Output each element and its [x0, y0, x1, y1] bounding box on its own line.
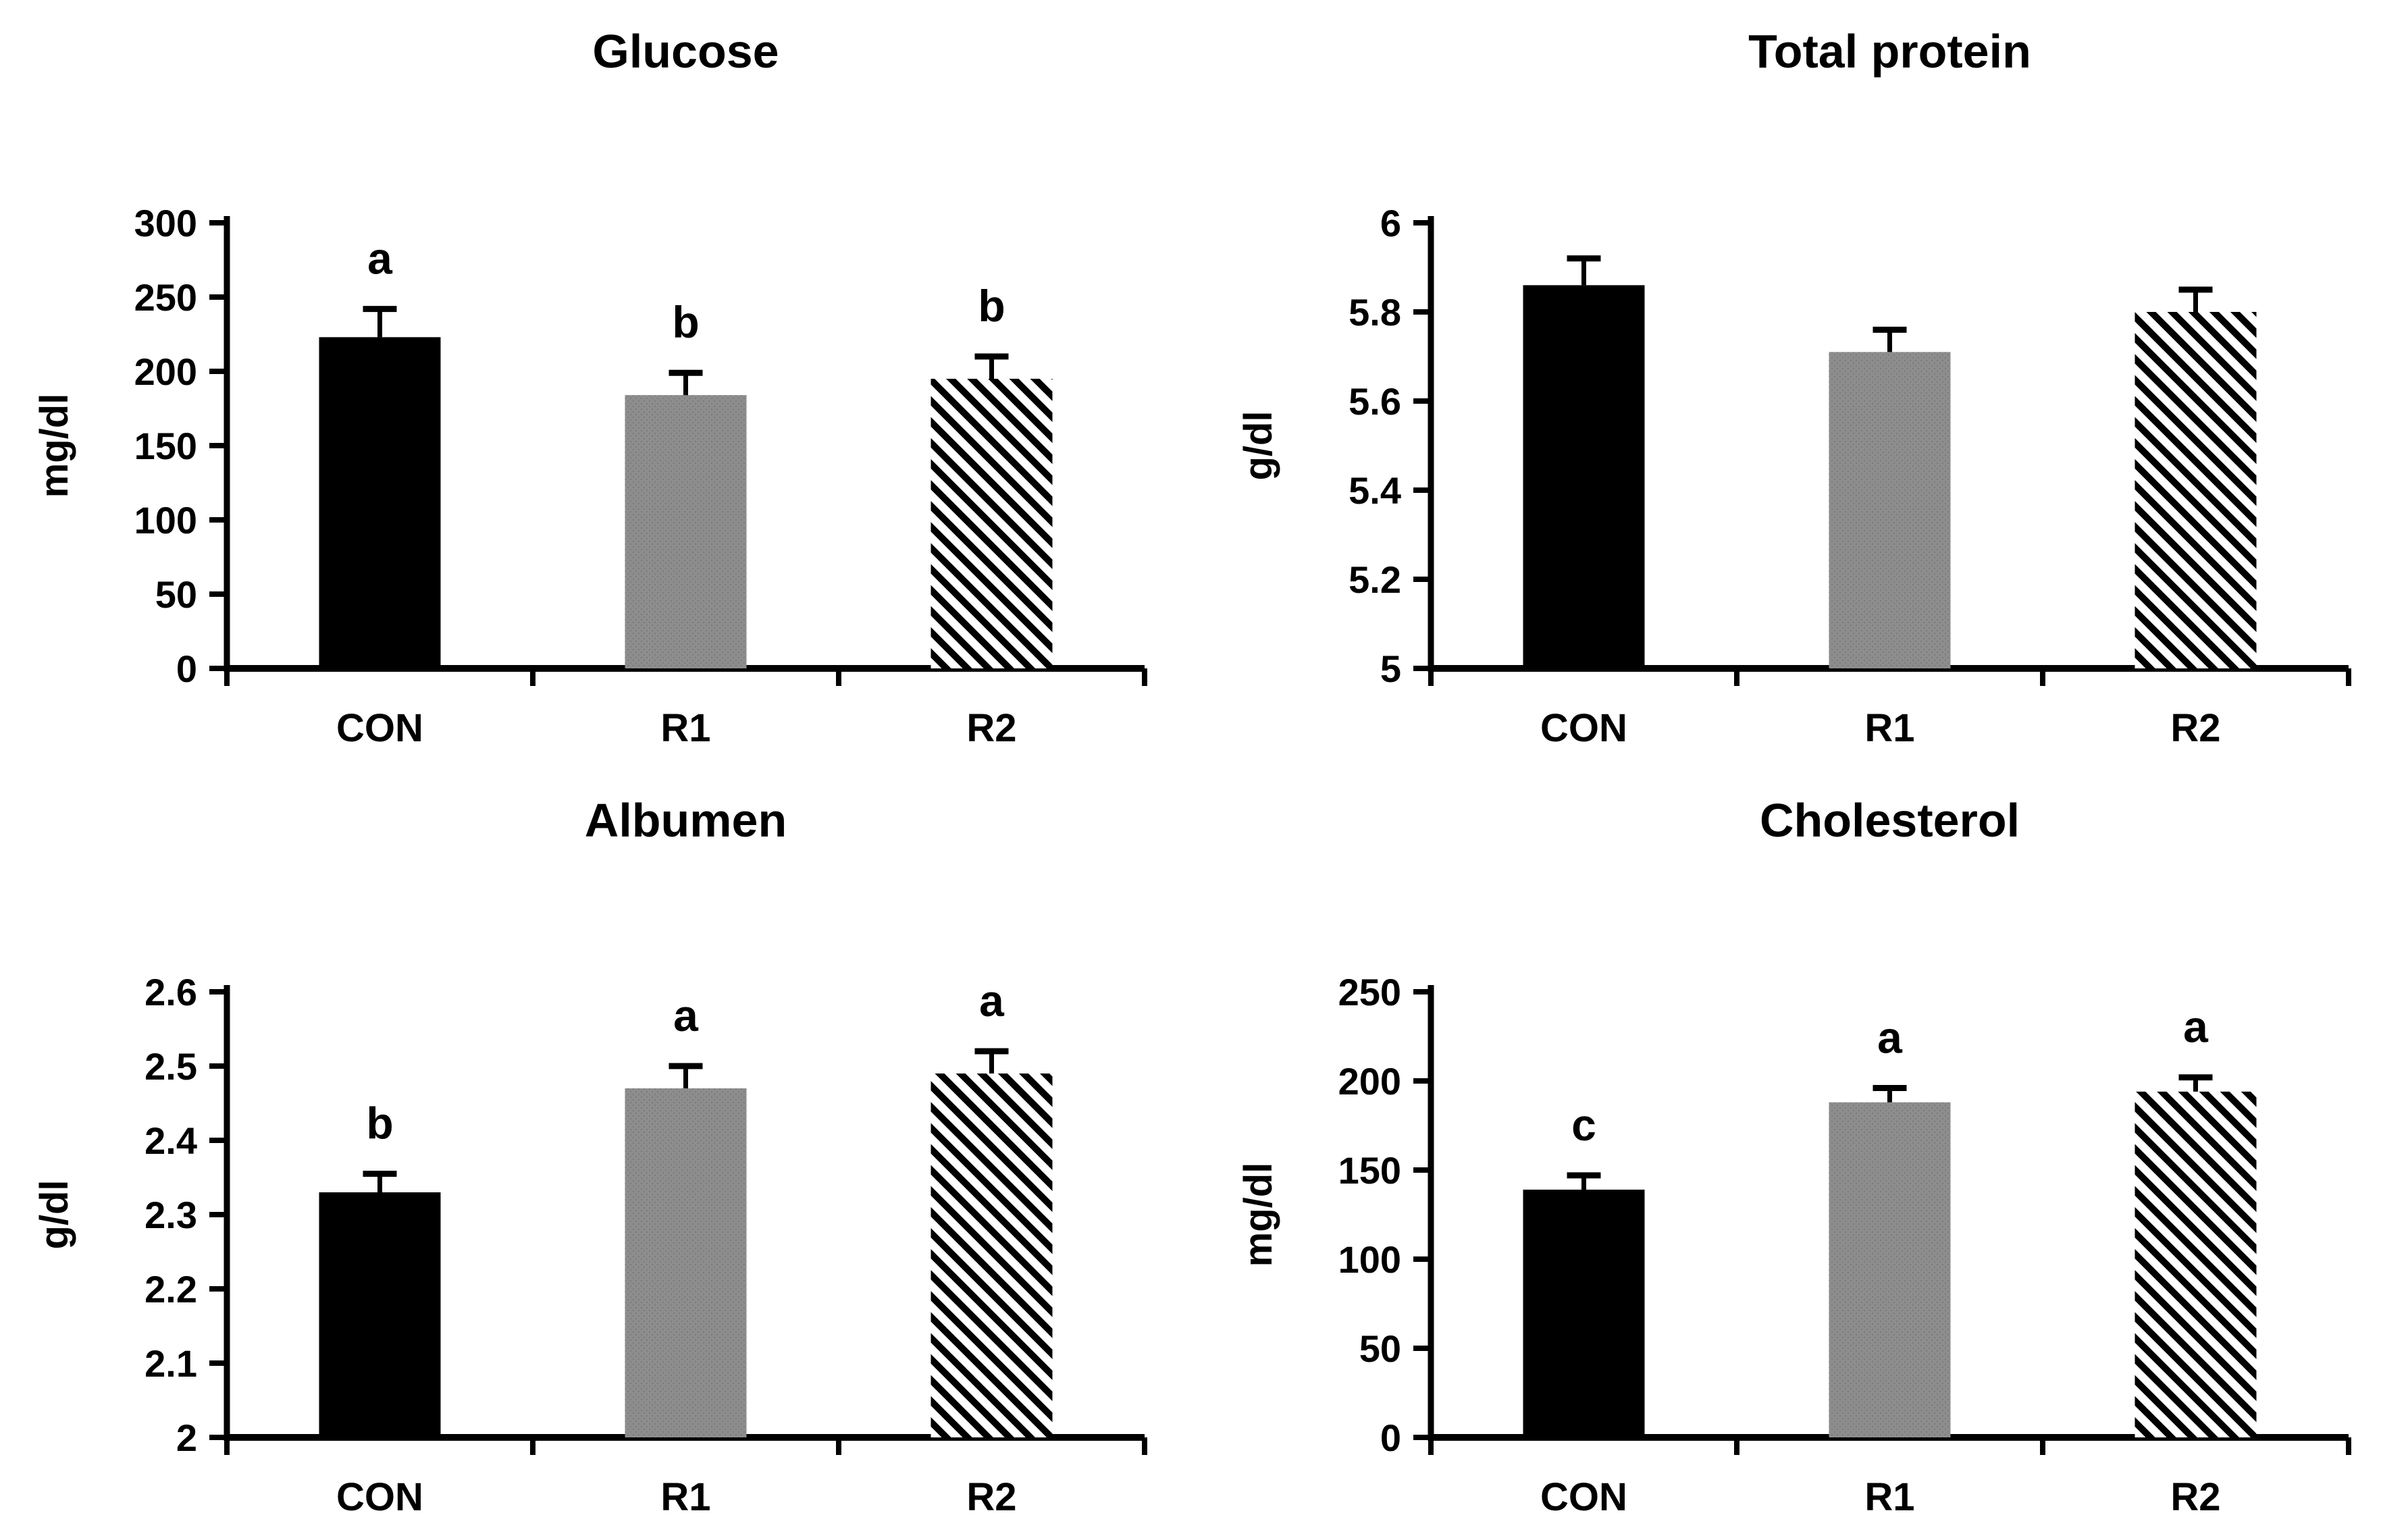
y-tick-label: 2.5	[145, 1045, 197, 1088]
significance-letter: a	[673, 990, 699, 1040]
y-tick-label: 100	[1338, 1238, 1401, 1281]
y-tick-label: 5	[1380, 647, 1401, 690]
y-tick-label: 5.6	[1349, 380, 1401, 423]
bar-con	[1523, 285, 1645, 668]
chart-title: Total protein	[1748, 25, 2031, 78]
y-tick-label: 0	[176, 647, 197, 690]
y-tick-label: 5.2	[1349, 558, 1401, 601]
x-category-label: R2	[966, 1475, 1016, 1519]
bar-con	[1523, 1190, 1645, 1437]
glucose-bar-chart: Glucose mg/dl 0 50 100 150 200 250 300 a CON b R1 b R2	[32, 25, 1147, 750]
bar-con	[319, 1192, 441, 1437]
chart-cholesterol: Cholesterol mg/dl 0 50 100 150 200 250 c CON a R1 a R…	[1204, 769, 2408, 1538]
y-tick-label: 2.2	[145, 1268, 197, 1310]
y-tick-label: 50	[155, 573, 197, 616]
bar-r1	[1829, 1102, 1951, 1437]
x-category-label: CON	[1540, 1475, 1627, 1519]
x-category-label: R1	[660, 1475, 710, 1519]
significance-letter: a	[979, 976, 1005, 1026]
y-tick-label: 5.8	[1349, 291, 1401, 334]
y-tick-label: 150	[1338, 1149, 1401, 1192]
significance-letter: b	[366, 1098, 393, 1148]
y-tick-label: 200	[1338, 1060, 1401, 1103]
y-tick-label: 250	[134, 276, 197, 319]
y-axis-label: mg/dl	[32, 394, 76, 498]
y-tick-label: 2.6	[145, 971, 197, 1013]
bar-r2	[2135, 1091, 2257, 1437]
x-category-label: R2	[2170, 1475, 2220, 1519]
y-tick-label: 0	[1380, 1416, 1401, 1459]
significance-letter: b	[978, 281, 1005, 331]
y-tick-label: 2	[176, 1416, 197, 1459]
significance-letter: a	[1877, 1013, 1903, 1063]
x-category-label: R2	[966, 706, 1016, 750]
significance-letter: b	[672, 297, 699, 347]
chart-title: Albumen	[585, 794, 787, 847]
x-category-label: R2	[2170, 706, 2220, 750]
bar-r2	[2135, 312, 2257, 668]
bar-con	[319, 337, 441, 668]
bar-r1	[625, 1088, 747, 1437]
chart-title: Cholesterol	[1760, 794, 2020, 847]
y-tick-label: 2.3	[145, 1194, 197, 1236]
significance-letter: a	[367, 234, 393, 284]
chart-title: Glucose	[592, 25, 779, 78]
bar-r1	[1829, 352, 1951, 668]
chart-total-protein: Total protein g/dl 5 5.2 5.4 5.6 5.8 6 CON R1 R2	[1204, 0, 2408, 769]
bar-r1	[625, 395, 747, 668]
y-tick-label: 300	[134, 202, 197, 244]
albumen-bar-chart: Albumen g/dl 2 2.1 2.2 2.3 2.4 2.5 2.6 b CON a R1 a R2	[32, 794, 1147, 1519]
y-tick-label: 5.4	[1349, 469, 1401, 512]
y-tick-label: 6	[1380, 202, 1401, 244]
y-tick-label: 50	[1359, 1327, 1401, 1370]
y-tick-label: 2.1	[145, 1342, 197, 1385]
x-category-label: R1	[1864, 1475, 1914, 1519]
chart-albumen: Albumen g/dl 2 2.1 2.2 2.3 2.4 2.5 2.6 b CON a R1 a R2	[0, 769, 1204, 1538]
x-category-label: R1	[660, 706, 710, 750]
y-tick-label: 2.4	[145, 1119, 197, 1162]
y-axis-label: mg/dl	[1236, 1163, 1280, 1267]
chart-glucose: Glucose mg/dl 0 50 100 150 200 250 300 a CON b R1 b R2	[0, 0, 1204, 769]
bar-r2	[931, 379, 1053, 668]
significance-letter: a	[2183, 1002, 2209, 1052]
y-tick-label: 200	[134, 350, 197, 393]
y-tick-label: 100	[134, 499, 197, 541]
x-category-label: CON	[336, 706, 423, 750]
y-axis-label: g/dl	[32, 1179, 76, 1249]
y-axis-label: g/dl	[1236, 410, 1280, 480]
x-category-label: R1	[1864, 706, 1914, 750]
x-category-label: CON	[1540, 706, 1627, 750]
significance-letter: c	[1571, 1100, 1596, 1150]
y-tick-label: 250	[1338, 971, 1401, 1013]
cholesterol-bar-chart: Cholesterol mg/dl 0 50 100 150 200 250 c CON a R1 a R…	[1236, 794, 2351, 1519]
total-protein-bar-chart: Total protein g/dl 5 5.2 5.4 5.6 5.8 6 CON R1 R2	[1236, 25, 2351, 750]
x-category-label: CON	[336, 1475, 423, 1519]
y-tick-label: 150	[134, 425, 197, 467]
bar-r2	[931, 1073, 1053, 1437]
